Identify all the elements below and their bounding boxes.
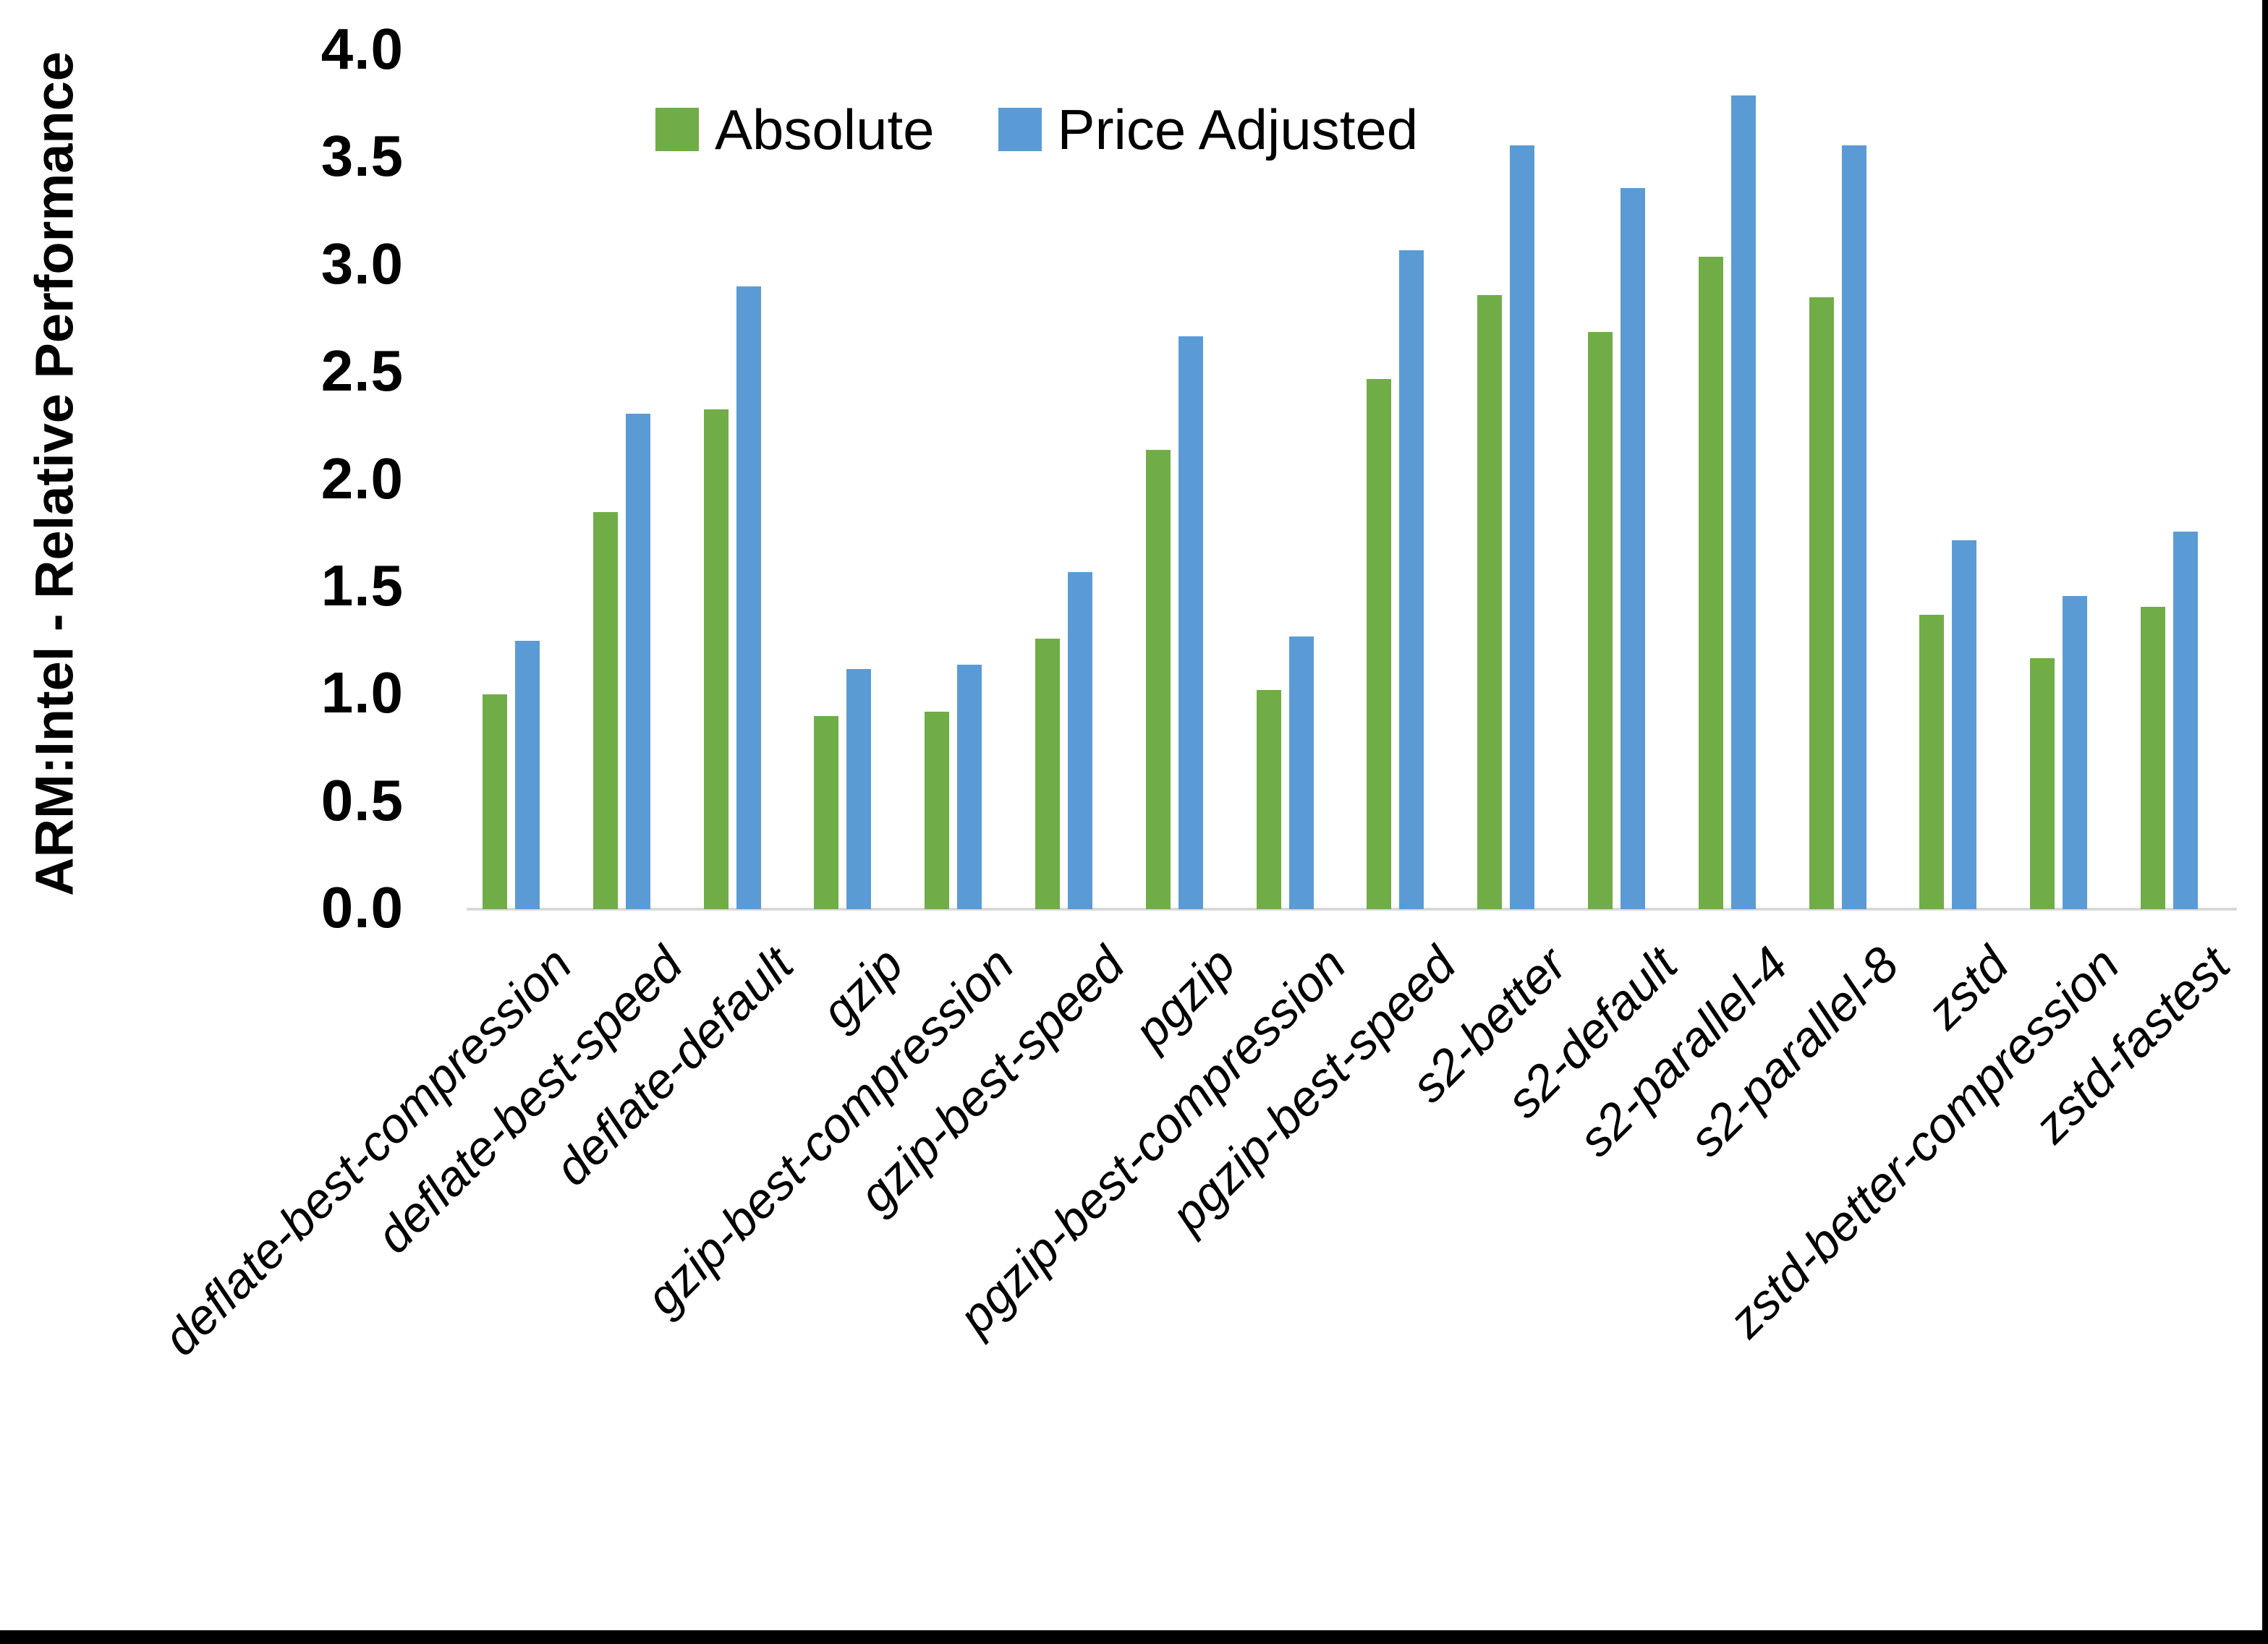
y-tick-label: 4.0: [320, 17, 404, 82]
bar-absolute-pgzip-best-compression: [1257, 690, 1281, 909]
bar-price-adjusted-gzip: [846, 669, 871, 909]
screenshot-right-border: [2262, 0, 2268, 1644]
bar-price-adjusted-s2-better: [1510, 145, 1534, 909]
bar-price-adjusted-deflate-best-speed: [626, 414, 650, 909]
bar-price-adjusted-pgzip: [1178, 336, 1203, 909]
bar-price-adjusted-deflate-best-compression: [515, 641, 540, 909]
y-tick-label: 3.0: [320, 231, 404, 296]
legend-swatch-price-adjusted: [998, 108, 1042, 151]
legend-swatch-absolute: [655, 108, 699, 151]
bar-absolute-deflate-default: [704, 409, 729, 909]
bar-price-adjusted-s2-parallel-8: [1842, 145, 1866, 909]
legend-label-price-adjusted: Price Adjusted: [1057, 98, 1419, 161]
bar-price-adjusted-gzip-best-speed: [1068, 572, 1092, 909]
y-axis-title: ARM:Intel - Relative Performance: [24, 51, 85, 896]
bar-price-adjusted-zstd-better-compression: [2063, 596, 2087, 909]
y-tick-label: 0.0: [320, 875, 404, 940]
bar-price-adjusted-pgzip-best-speed: [1399, 250, 1424, 909]
bar-absolute-s2-parallel-4: [1699, 257, 1723, 909]
bar-absolute-s2-better: [1477, 295, 1502, 909]
bar-price-adjusted-pgzip-best-compression: [1289, 636, 1314, 909]
y-tick-label: 1.0: [320, 660, 404, 725]
bar-absolute-gzip: [814, 716, 838, 909]
bar-price-adjusted-zstd-fastest: [2173, 532, 2198, 909]
legend-item-absolute: Absolute: [655, 101, 935, 158]
y-tick-label: 3.5: [320, 124, 404, 189]
bar-price-adjusted-s2-default: [1621, 188, 1645, 909]
bar-price-adjusted-gzip-best-compression: [957, 665, 982, 909]
bar-absolute-zstd-better-compression: [2030, 658, 2055, 909]
bar-absolute-pgzip: [1146, 450, 1171, 909]
bar-price-adjusted-s2-parallel-4: [1731, 95, 1756, 909]
y-tick-label: 0.5: [320, 767, 404, 832]
y-tick-label: 2.0: [320, 446, 404, 511]
legend-item-price-adjusted: Price Adjusted: [998, 98, 1419, 161]
y-tick-label: 1.5: [320, 553, 404, 618]
legend: Absolute Price Adjusted: [655, 101, 1466, 158]
x-axis-line: [467, 908, 2237, 911]
bar-absolute-gzip-best-compression: [925, 712, 949, 909]
bar-absolute-s2-default: [1588, 332, 1613, 909]
y-tick-label: 2.5: [320, 338, 404, 404]
bar-price-adjusted-zstd: [1952, 540, 1976, 909]
bar-absolute-zstd: [1919, 615, 1944, 909]
bar-absolute-zstd-fastest: [2141, 607, 2165, 909]
bar-absolute-gzip-best-speed: [1035, 639, 1060, 909]
bar-price-adjusted-deflate-default: [736, 286, 761, 909]
bar-absolute-deflate-best-speed: [593, 512, 618, 909]
legend-label-absolute: Absolute: [715, 98, 935, 161]
bar-absolute-pgzip-best-speed: [1367, 379, 1391, 909]
bar-absolute-deflate-best-compression: [483, 694, 507, 909]
screenshot-bottom-border: [0, 1630, 2268, 1644]
bar-absolute-s2-parallel-8: [1809, 297, 1834, 909]
